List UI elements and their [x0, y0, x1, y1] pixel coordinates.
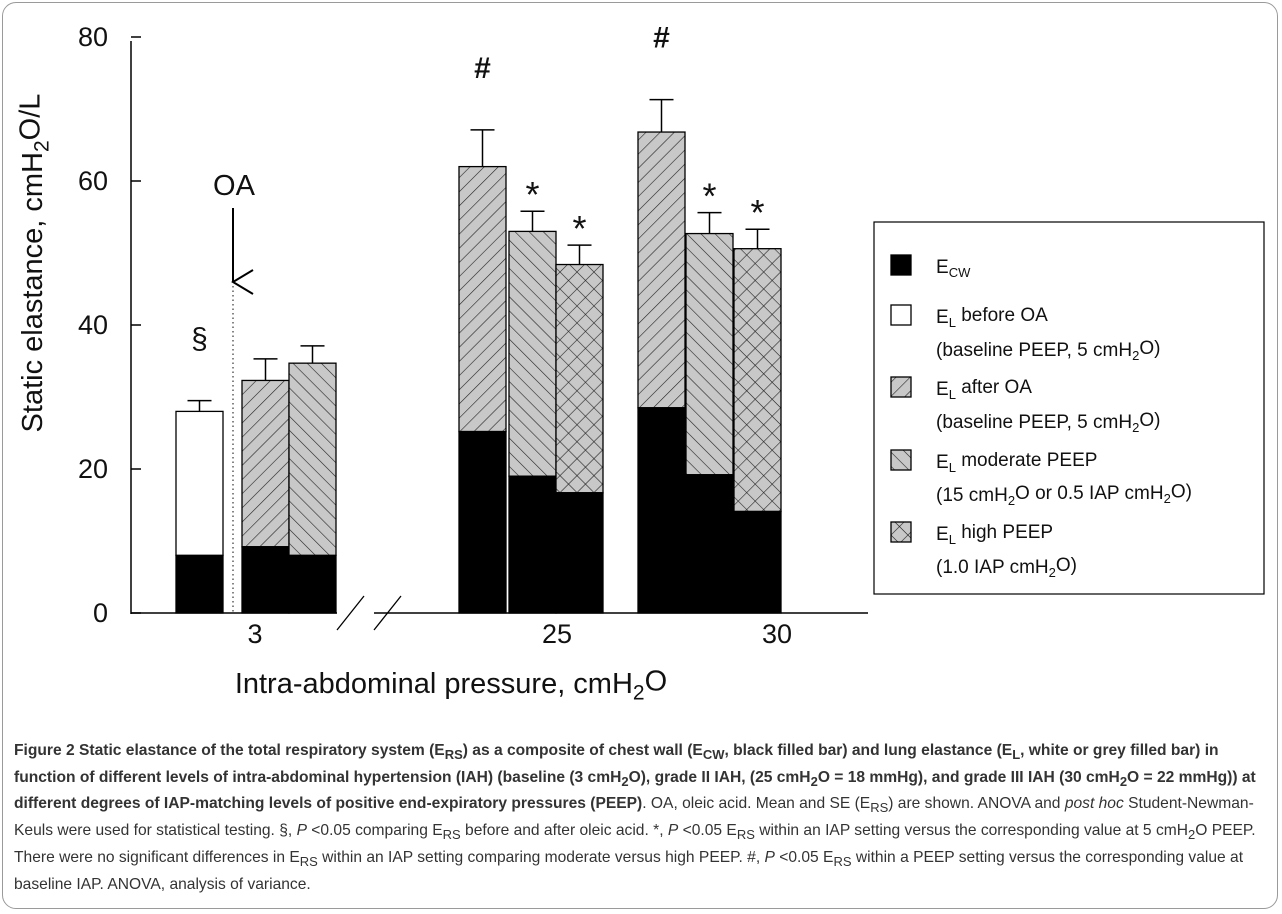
bar-lung-segment: [685, 232, 734, 476]
bar-chest-wall-segment: [508, 475, 557, 614]
legend-label: EL after OA: [936, 377, 1032, 402]
legend-swatch: [890, 449, 912, 471]
caption-body: . OA, oleic acid. Mean and SE (ERS) are …: [14, 795, 1256, 893]
y-tick-label: 40: [78, 310, 108, 340]
bar-chest-wall-segment: [458, 430, 507, 614]
axis-break-mark: [373, 595, 402, 631]
legend-label: ECW: [936, 257, 971, 280]
legend-box: [873, 221, 1265, 595]
significance-mark: #: [653, 22, 670, 55]
legend-swatch: [890, 376, 912, 398]
caption-title: Figure 2 Static elastance of the total r…: [14, 742, 1256, 813]
legend-label: EL before OA: [936, 305, 1048, 330]
bar-lung-segment: [733, 248, 782, 513]
bar-chest-wall-segment: [241, 546, 290, 614]
legend-swatch: [890, 304, 912, 326]
y-tick-label: 80: [78, 22, 108, 52]
legend-swatch: [890, 521, 912, 543]
bar-chest-wall-segment: [555, 492, 604, 614]
bar-lung-segment: [175, 410, 224, 557]
bar-chest-wall-segment: [733, 510, 782, 614]
significance-mark: *: [572, 208, 586, 249]
bar-lung-segment: [555, 263, 604, 494]
bar-chest-wall-segment: [637, 407, 686, 614]
axes: 0 20 40 60 80 Static elastance, cmH2O/L Intra-…: [15, 22, 868, 704]
legend-swatch: [890, 254, 912, 276]
bar-chest-wall-segment: [685, 474, 734, 614]
bar-chest-wall-segment: [175, 554, 224, 614]
y-tick-label: 0: [93, 598, 108, 628]
bar-chest-wall-segment: [288, 554, 337, 614]
legend-label-detail: (15 cmH2O or 0.5 IAP cmH2O): [936, 481, 1192, 508]
significance-mark: #: [474, 52, 491, 85]
legend-label: EL moderate PEEP: [936, 450, 1097, 475]
x-tick-label: 3: [247, 619, 262, 649]
elastance-chart: 0 20 40 60 80 Static elastance, cmH2O/L Intra-…: [15, 22, 1265, 704]
bars: § # * * # * * OA: [175, 22, 782, 614]
legend-label-detail: (baseline PEEP, 5 cmH2O): [936, 338, 1160, 363]
legend-label: EL high PEEP: [936, 522, 1053, 547]
bar-lung-segment: [241, 379, 290, 548]
bar-lung-segment: [458, 165, 507, 433]
x-axis-label: Intra-abdominal pressure, cmH2O: [235, 666, 667, 705]
x-tick-label: 25: [542, 619, 572, 649]
significance-mark: *: [702, 176, 716, 217]
x-tick-label: 30: [762, 619, 792, 649]
y-axis-label: Static elastance, cmH2O/L: [15, 94, 54, 433]
figure-caption: Figure 2 Static elastance of the total r…: [14, 740, 1269, 896]
significance-mark: §: [191, 323, 208, 356]
significance-mark: *: [525, 174, 539, 215]
oa-arrow-label: OA: [213, 170, 256, 202]
bar-lung-segment: [637, 131, 686, 409]
legend-label-detail: (baseline PEEP, 5 cmH2O): [936, 410, 1160, 435]
significance-mark: *: [750, 192, 764, 233]
legend-label-detail: (1.0 IAP cmH2O): [936, 555, 1077, 580]
y-tick-label: 60: [78, 166, 108, 196]
legend: ECW EL before OA (baseline PEEP, 5 cmH2O) E…: [873, 221, 1265, 595]
bar-lung-segment: [288, 362, 337, 557]
y-tick-label: 20: [78, 454, 108, 484]
axis-break-mark: [336, 595, 365, 631]
bar-lung-segment: [508, 230, 557, 477]
